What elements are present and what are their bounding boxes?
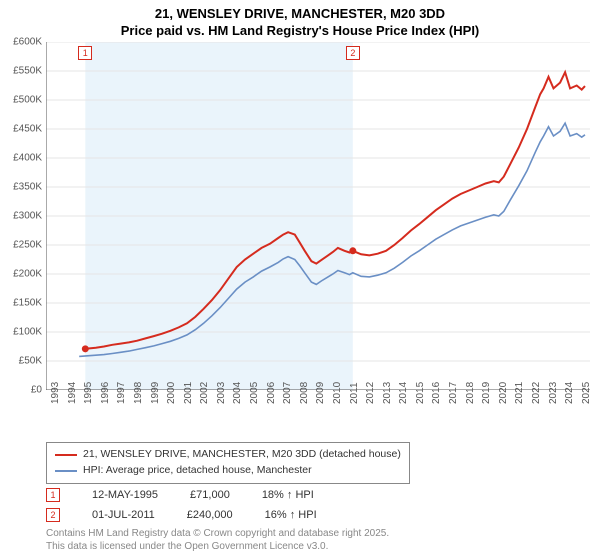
- x-tick-label: 2023: [548, 382, 559, 404]
- transaction-2-diff: 16% ↑ HPI: [265, 509, 317, 521]
- x-tick-label: 1999: [150, 382, 161, 404]
- y-tick-label: £150K: [13, 298, 42, 309]
- x-tick-label: 1993: [50, 382, 61, 404]
- transaction-1-price: £71,000: [190, 489, 230, 501]
- x-tick-label: 2008: [299, 382, 310, 404]
- x-tick-label: 2019: [481, 382, 492, 404]
- y-tick-label: £600K: [13, 37, 42, 48]
- footer-area: 1 12-MAY-1995 £71,000 18% ↑ HPI 2 01-JUL…: [46, 488, 576, 553]
- transaction-row-2: 2 01-JUL-2011 £240,000 16% ↑ HPI: [46, 508, 576, 522]
- x-tick-label: 2005: [249, 382, 260, 404]
- x-tick-label: 2009: [315, 382, 326, 404]
- y-tick-label: £200K: [13, 269, 42, 280]
- legend-item-price-paid: 21, WENSLEY DRIVE, MANCHESTER, M20 3DD (…: [55, 447, 401, 463]
- x-tick-label: 1997: [116, 382, 127, 404]
- legend-swatch-red: [55, 454, 77, 456]
- x-tick-label: 2002: [199, 382, 210, 404]
- transaction-1-date: 12-MAY-1995: [92, 489, 158, 501]
- legend-box: 21, WENSLEY DRIVE, MANCHESTER, M20 3DD (…: [46, 442, 410, 484]
- legend-item-hpi: HPI: Average price, detached house, Manc…: [55, 463, 401, 479]
- marker-dot: [82, 345, 89, 352]
- x-tick-label: 2013: [382, 382, 393, 404]
- chart-area: £0 £50K £100K £150K £200K £250K £300K £350K £400…: [0, 42, 600, 430]
- x-tick-label: 2021: [514, 382, 525, 404]
- x-tick-label: 2012: [365, 382, 376, 404]
- y-tick-label: £450K: [13, 124, 42, 135]
- marker-2-icon: 2: [46, 508, 60, 522]
- x-tick-label: 2022: [531, 382, 542, 404]
- y-tick-label: £100K: [13, 327, 42, 338]
- x-tick-label: 1994: [67, 382, 78, 404]
- transaction-row-1: 1 12-MAY-1995 £71,000 18% ↑ HPI: [46, 488, 576, 502]
- x-tick-label: 2018: [465, 382, 476, 404]
- x-tick-label: 2015: [415, 382, 426, 404]
- chart-svg: [46, 42, 590, 390]
- x-tick-label: 2024: [564, 382, 575, 404]
- y-tick-label: £500K: [13, 95, 42, 106]
- y-tick-label: £550K: [13, 66, 42, 77]
- x-tick-label: 2004: [232, 382, 243, 404]
- title-line1: 21, WENSLEY DRIVE, MANCHESTER, M20 3DD: [155, 6, 445, 21]
- attribution-text: Contains HM Land Registry data © Crown c…: [46, 528, 576, 553]
- y-tick-label: £350K: [13, 182, 42, 193]
- x-tick-label: 2000: [166, 382, 177, 404]
- chart-title: 21, WENSLEY DRIVE, MANCHESTER, M20 3DD P…: [0, 0, 600, 40]
- legend-label-0: 21, WENSLEY DRIVE, MANCHESTER, M20 3DD (…: [83, 447, 401, 463]
- x-tick-label: 2006: [266, 382, 277, 404]
- marker-dot: [349, 247, 356, 254]
- y-tick-label: £300K: [13, 211, 42, 222]
- x-tick-label: 2025: [581, 382, 592, 404]
- marker-1-icon: 1: [46, 488, 60, 502]
- title-line2: Price paid vs. HM Land Registry's House …: [121, 23, 480, 38]
- x-tick-label: 2020: [498, 382, 509, 404]
- legend-swatch-blue: [55, 470, 77, 472]
- transaction-2-date: 01-JUL-2011: [92, 509, 155, 521]
- x-tick-label: 2017: [448, 382, 459, 404]
- x-tick-label: 2011: [349, 382, 360, 404]
- x-tick-label: 1996: [100, 382, 111, 404]
- x-tick-label: 1998: [133, 382, 144, 404]
- legend-label-1: HPI: Average price, detached house, Manc…: [83, 463, 312, 479]
- chart-marker-1: 1: [78, 46, 92, 60]
- x-tick-label: 2001: [183, 382, 194, 404]
- x-tick-label: 1995: [83, 382, 94, 404]
- x-tick-label: 2016: [431, 382, 442, 404]
- y-tick-label: £50K: [19, 356, 42, 367]
- transaction-1-diff: 18% ↑ HPI: [262, 489, 314, 501]
- x-tick-label: 2014: [398, 382, 409, 404]
- y-tick-label: £400K: [13, 153, 42, 164]
- y-tick-label: £250K: [13, 240, 42, 251]
- x-tick-label: 2010: [332, 382, 343, 404]
- x-tick-label: 2007: [282, 382, 293, 404]
- transaction-2-price: £240,000: [187, 509, 233, 521]
- y-tick-label: £0: [31, 385, 42, 396]
- x-tick-label: 2003: [216, 382, 227, 404]
- chart-marker-2: 2: [346, 46, 360, 60]
